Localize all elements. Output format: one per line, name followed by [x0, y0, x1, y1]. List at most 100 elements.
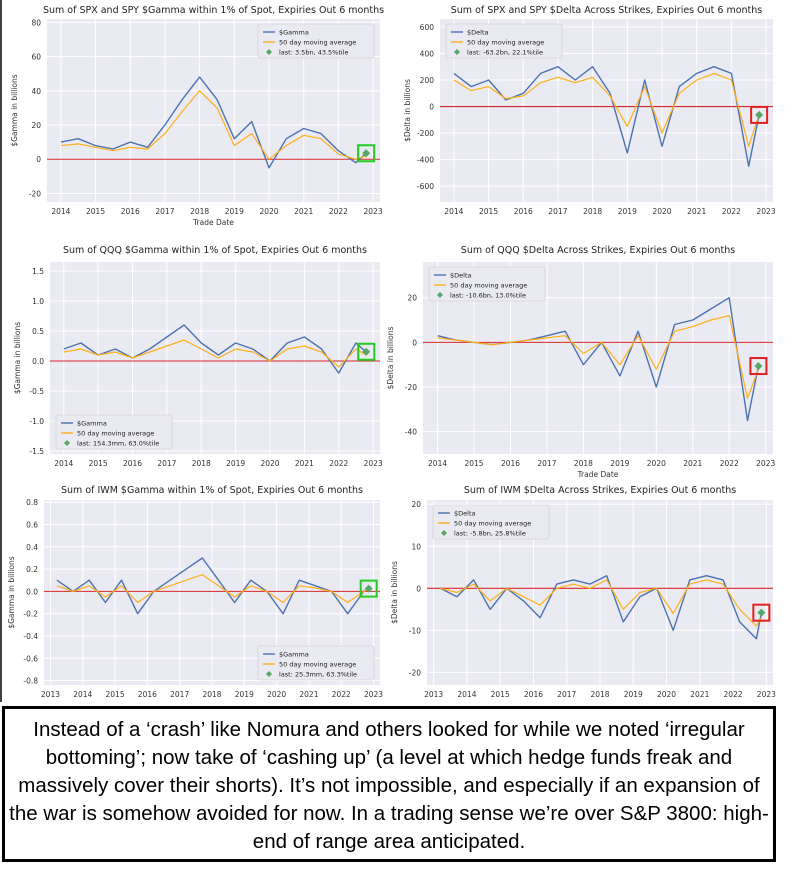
- legend: $Gamma 50 day moving average last: 25.3mm,…: [257, 645, 375, 681]
- legend-box: [257, 645, 375, 681]
- y-tick-label: -20: [405, 383, 417, 392]
- y-tick-label: -20: [409, 668, 421, 677]
- x-tick-label: 2017: [157, 459, 176, 468]
- legend: $Delta 50 day moving average last: -63.2bn…: [445, 23, 563, 59]
- y-tick-label: 0.2: [26, 565, 38, 574]
- y-tick-label: -10: [409, 626, 421, 635]
- legend-label: 50 day moving average: [454, 520, 531, 528]
- series-line-primary: [439, 575, 763, 640]
- x-tick-label: 2023: [756, 459, 775, 468]
- x-tick-label: 2016: [514, 207, 533, 216]
- legend-label: last: -10.6bn, 13.0%tile: [450, 292, 526, 300]
- y-axis-label: $Delta in billions: [390, 561, 399, 624]
- highlight-box: [752, 603, 771, 622]
- x-tick-label: 2017: [155, 207, 174, 216]
- legend-label: $Delta: [454, 510, 475, 518]
- chart-qqq_delta: -40 -20 0 20 2014 2015 2016 2017 2018 2019 2020 202…: [386, 245, 775, 479]
- x-tick-label: 2022: [329, 207, 348, 216]
- legend-label: 50 day moving average: [467, 39, 544, 47]
- x-tick-label: 2015: [106, 690, 125, 699]
- legend-box: [428, 266, 546, 302]
- x-tick-label: 2016: [121, 207, 140, 216]
- legend-swatch-last: [266, 671, 272, 677]
- y-tick-label: -0.4: [23, 632, 38, 641]
- y-tick-label: -40: [405, 428, 417, 437]
- last-value-marker: [757, 608, 766, 617]
- x-tick-label: 2019: [235, 690, 254, 699]
- legend-label: $Delta: [450, 272, 471, 280]
- y-tick-label: 400: [420, 49, 435, 58]
- y-tick-label: 0: [36, 155, 41, 164]
- series-line-moving-average: [437, 315, 759, 399]
- x-tick-label: 2023: [364, 459, 383, 468]
- last-value-marker: [362, 149, 371, 158]
- y-tick-label: 200: [420, 76, 435, 85]
- legend-label: last: 3.5bn, 43.5%tile: [279, 49, 349, 57]
- x-tick-label: 2019: [618, 207, 637, 216]
- legend-label: last: -5.8bn, 25.8%tile: [454, 530, 526, 538]
- x-tick-label: 2017: [537, 459, 556, 468]
- caption-box: Instead of a ‘crash’ like Nomura and oth…: [2, 706, 776, 862]
- legend: $Delta 50 day moving average last: -5.8bn,…: [432, 504, 550, 540]
- x-tick-label: 2014: [428, 459, 447, 468]
- x-tick-label: 2015: [464, 459, 483, 468]
- x-axis-label: Trade Date: [577, 470, 619, 479]
- y-tick-label: 0.6: [26, 521, 38, 530]
- legend-box: [257, 23, 375, 59]
- last-value-marker: [362, 347, 371, 356]
- x-tick-label: 2016: [501, 459, 520, 468]
- y-tick-label: 0.0: [26, 587, 38, 596]
- y-tick-label: 20: [31, 121, 41, 130]
- y-tick-label: -0.5: [29, 387, 44, 396]
- legend-label: $Gamma: [77, 420, 107, 428]
- x-tick-label: 2017: [557, 690, 576, 699]
- highlight-box: [357, 342, 376, 361]
- legend-box: [55, 414, 173, 450]
- legend-label: 50 day moving average: [450, 282, 527, 290]
- x-tick-label: 2021: [683, 459, 702, 468]
- y-axis-label: $Delta in billions: [386, 327, 395, 390]
- highlight-box: [749, 357, 768, 376]
- caption-text: Instead of a ‘crash’ like Nomura and oth…: [9, 718, 769, 853]
- x-tick-label: 2014: [457, 690, 476, 699]
- legend-label: 50 day moving average: [77, 430, 154, 438]
- chart-iwm_delta: -20 -10 0 10 20 2013 2014 2015 2016 2017 2018 2019 2…: [390, 485, 776, 699]
- x-tick-label: 2017: [170, 690, 189, 699]
- x-tick-label: 2021: [295, 459, 314, 468]
- x-tick-label: 2014: [444, 207, 463, 216]
- x-tick-label: 2017: [548, 207, 567, 216]
- legend-label: $Delta: [467, 29, 488, 37]
- x-tick-label: 2018: [202, 690, 221, 699]
- x-tick-label: 2020: [652, 207, 671, 216]
- series-line-primary: [63, 324, 367, 374]
- x-tick-label: 2020: [267, 690, 286, 699]
- x-tick-label: 2013: [424, 690, 443, 699]
- legend-label: last: 25.3mm, 63.3%tile: [279, 671, 357, 679]
- chart-title: Sum of IWM $Delta Across Strikes, Expiri…: [464, 485, 736, 496]
- chart-iwm_gamma: -0.8 -0.6 -0.4 -0.2 0.0 0.2 0.4 0.6 0.8 2013 2014 2…: [7, 485, 383, 699]
- legend-swatch-last: [266, 49, 272, 55]
- chart-title: Sum of SPX and SPY $Gamma within 1% of S…: [43, 5, 384, 16]
- series-line-moving-average: [453, 72, 760, 147]
- y-tick-label: 0.8: [26, 498, 38, 507]
- legend-swatch-last: [64, 440, 70, 446]
- y-tick-label: 0: [416, 584, 421, 593]
- y-axis-label: $Delta in billions: [403, 79, 412, 142]
- y-tick-label: -1.5: [29, 447, 44, 456]
- x-tick-label: 2020: [260, 459, 279, 468]
- x-tick-label: 2022: [722, 207, 741, 216]
- series-line-moving-average: [63, 339, 367, 368]
- x-tick-label: 2021: [690, 690, 709, 699]
- x-tick-label: 2020: [657, 690, 676, 699]
- chart-spx_delta: -600 -400 -200 0 200 400 600 2014 2015 2016 2017 20…: [403, 5, 776, 216]
- legend-box: [445, 23, 563, 59]
- x-tick-label: 2020: [259, 207, 278, 216]
- y-tick-label: -0.8: [23, 677, 38, 686]
- x-tick-label: 2021: [299, 690, 318, 699]
- x-tick-label: 2018: [583, 207, 602, 216]
- highlight-box: [750, 105, 769, 124]
- x-tick-label: 2018: [574, 459, 593, 468]
- chart-title: Sum of QQQ $Gamma within 1% of Spot, Exp…: [63, 245, 367, 256]
- x-tick-label: 2023: [757, 690, 776, 699]
- legend-label: $Gamma: [279, 651, 309, 659]
